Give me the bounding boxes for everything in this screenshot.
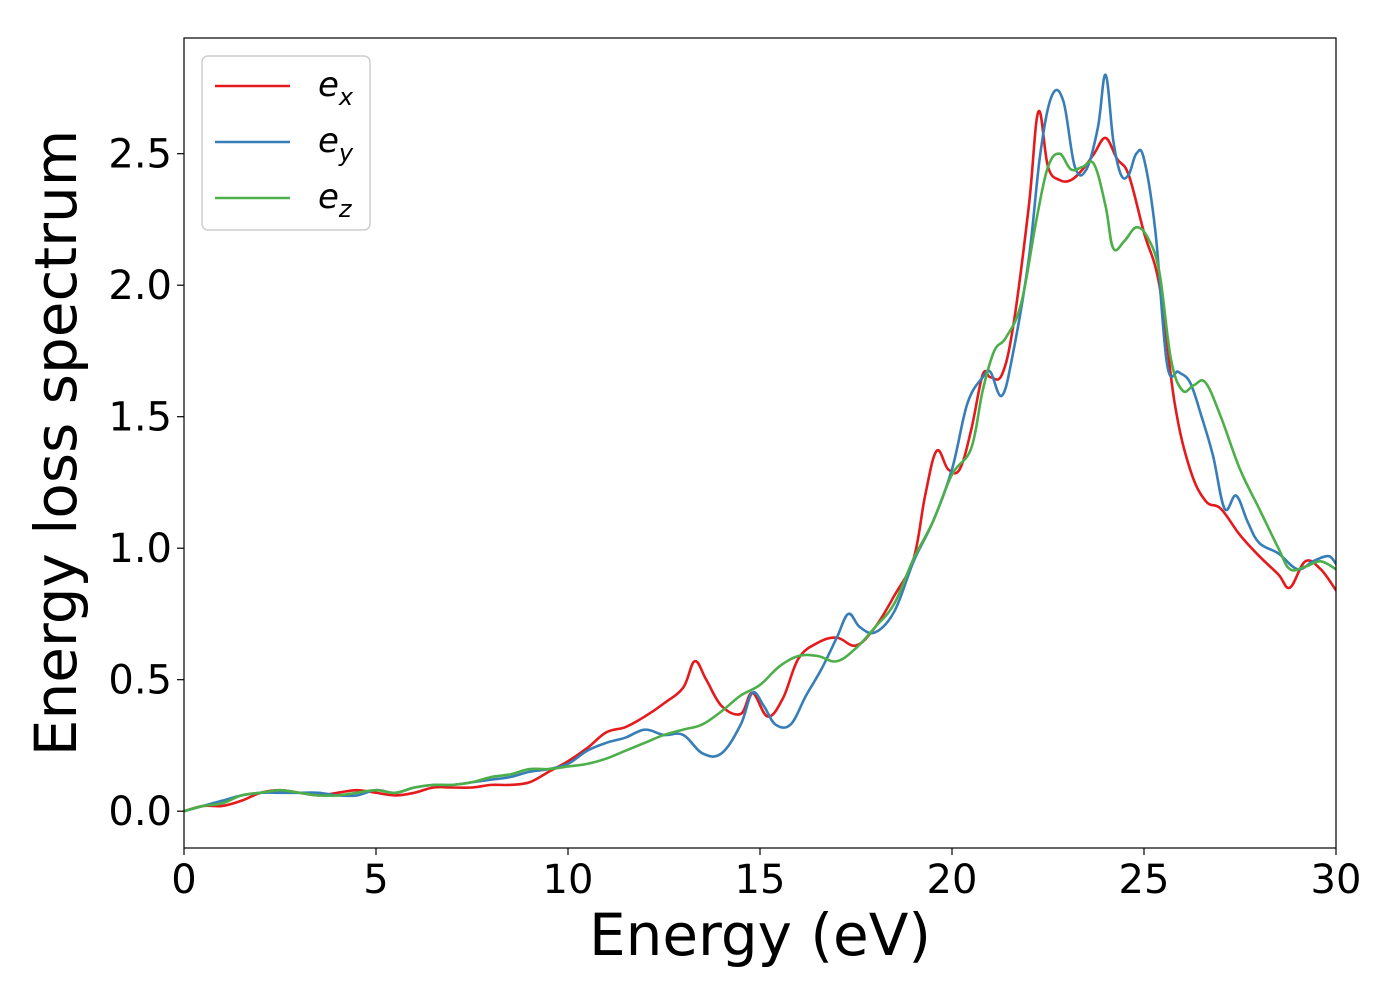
y-tick-label: 0.5 [108,658,172,704]
series-line-ez [184,152,1336,813]
x-tick-label: 10 [543,857,594,903]
series-line-ex [184,109,1336,813]
legend: ex ey ez [201,55,371,231]
y-axis-ticks: 0.0 0.5 1.0 1.5 2.0 2.5 [108,132,184,835]
y-tick-label: 1.0 [108,526,172,572]
x-tick-label: 0 [171,857,196,903]
x-axis-label: Energy (eV) [589,901,931,969]
plot-background [184,38,1336,848]
legend-label-ez: ez [318,177,353,223]
y-tick-label: 1.5 [108,395,172,441]
x-tick-label: 25 [1119,857,1170,903]
legend-label-ex: ex [318,65,354,111]
x-tick-label: 15 [735,857,786,903]
y-axis-label: Energy loss spectrum [22,130,90,756]
y-tick-label: 0.0 [108,789,172,835]
y-tick-label: 2.0 [108,263,172,309]
x-tick-label: 5 [363,857,388,903]
legend-label-ey: ey [318,121,354,167]
series-layer [184,73,1336,813]
x-axis-ticks: 0 5 10 15 20 25 30 [171,848,1361,903]
x-tick-label: 30 [1311,857,1362,903]
legend-items: ex ey ez [215,65,354,223]
x-tick-label: 20 [927,857,978,903]
y-tick-label: 2.5 [108,132,172,178]
